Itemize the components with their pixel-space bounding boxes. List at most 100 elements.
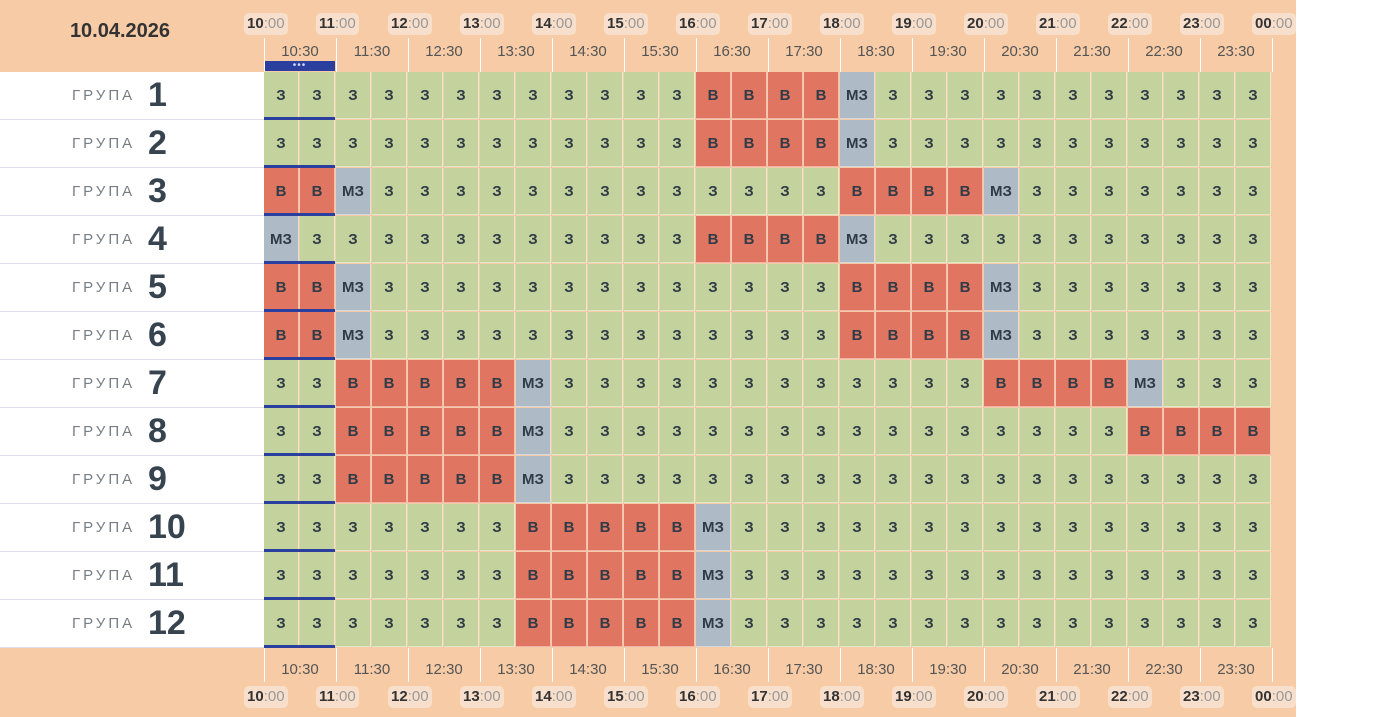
slot-cell[interactable]: МЗ — [984, 264, 1019, 311]
slot-cell[interactable]: З — [624, 456, 659, 503]
slot-cell[interactable]: З — [552, 264, 587, 311]
slot-cell[interactable]: З — [624, 216, 659, 263]
slot-cell[interactable]: З — [696, 264, 731, 311]
slot-cell[interactable]: В — [444, 408, 479, 455]
slot-cell[interactable]: В — [1056, 360, 1091, 407]
slot-cell[interactable]: З — [372, 168, 407, 215]
slot-cell[interactable]: З — [1200, 312, 1235, 359]
slot-cell[interactable]: З — [876, 552, 911, 599]
slot-cell[interactable]: В — [948, 312, 983, 359]
slot-cell[interactable]: З — [1092, 72, 1127, 119]
slot-cell[interactable]: В — [372, 456, 407, 503]
slot-cell[interactable]: З — [804, 600, 839, 647]
slot-cell[interactable]: З — [372, 72, 407, 119]
slot-cell[interactable]: В — [552, 504, 587, 551]
slot-cell[interactable]: З — [1092, 168, 1127, 215]
slot-cell[interactable]: З — [444, 600, 479, 647]
slot-cell[interactable]: З — [1056, 456, 1091, 503]
group-label-10[interactable]: ГРУПА 10 — [0, 504, 264, 552]
slot-cell[interactable]: В — [732, 72, 767, 119]
slot-cell[interactable]: З — [1128, 120, 1163, 167]
slot-cell[interactable]: З — [1020, 168, 1055, 215]
slot-cell[interactable]: З — [912, 552, 947, 599]
slot-cell[interactable]: З — [840, 600, 875, 647]
slot-cell[interactable]: З — [624, 312, 659, 359]
slot-cell[interactable]: З — [1056, 72, 1091, 119]
slot-cell[interactable]: В — [840, 312, 875, 359]
slot-cell[interactable]: З — [912, 600, 947, 647]
slot-cell[interactable]: З — [1020, 600, 1055, 647]
slot-cell[interactable]: З — [552, 456, 587, 503]
slot-cell[interactable]: В — [444, 360, 479, 407]
slot-cell[interactable]: З — [1020, 264, 1055, 311]
slot-cell[interactable]: З — [408, 168, 443, 215]
slot-cell[interactable]: З — [1164, 360, 1199, 407]
slot-cell[interactable]: З — [1020, 120, 1055, 167]
slot-cell[interactable]: МЗ — [336, 264, 371, 311]
slot-cell[interactable]: В — [912, 168, 947, 215]
slot-cell[interactable]: В — [336, 408, 371, 455]
slot-cell[interactable]: МЗ — [696, 600, 731, 647]
slot-cell[interactable]: З — [624, 168, 659, 215]
slot-cell[interactable]: З — [1056, 216, 1091, 263]
slot-cell[interactable]: З — [660, 456, 695, 503]
slot-cell[interactable]: З — [1056, 120, 1091, 167]
slot-cell[interactable]: З — [1200, 168, 1235, 215]
slot-cell[interactable]: З — [948, 72, 983, 119]
slot-cell[interactable]: З — [732, 168, 767, 215]
slot-cell[interactable]: З — [1092, 216, 1127, 263]
slot-cell[interactable]: В — [408, 456, 443, 503]
slot-cell[interactable]: З — [372, 600, 407, 647]
slot-cell[interactable]: З — [876, 72, 911, 119]
slot-cell[interactable]: З — [1200, 72, 1235, 119]
slot-cell[interactable]: В — [588, 600, 623, 647]
group-label-6[interactable]: ГРУПА 6 — [0, 312, 264, 360]
slot-cell[interactable]: В — [840, 264, 875, 311]
slot-cell[interactable]: В — [1236, 408, 1271, 455]
slot-cell[interactable]: В — [552, 600, 587, 647]
slot-cell[interactable]: З — [444, 552, 479, 599]
slot-cell[interactable]: З — [732, 456, 767, 503]
slot-cell[interactable]: З — [408, 504, 443, 551]
slot-cell[interactable]: З — [984, 456, 1019, 503]
slot-cell[interactable]: З — [984, 216, 1019, 263]
slot-cell[interactable]: З — [552, 120, 587, 167]
slot-cell[interactable]: З — [1164, 456, 1199, 503]
slot-cell[interactable]: З — [768, 168, 803, 215]
slot-cell[interactable]: З — [408, 312, 443, 359]
slot-cell[interactable]: В — [336, 456, 371, 503]
slot-cell[interactable]: З — [1236, 600, 1271, 647]
slot-cell[interactable]: В — [804, 72, 839, 119]
slot-cell[interactable]: З — [480, 168, 515, 215]
slot-cell[interactable]: З — [660, 120, 695, 167]
slot-cell[interactable]: З — [660, 408, 695, 455]
slot-cell[interactable]: З — [1164, 120, 1199, 167]
slot-cell[interactable]: В — [876, 312, 911, 359]
current-time-marker[interactable]: ••• — [264, 61, 335, 71]
slot-cell[interactable]: З — [768, 600, 803, 647]
slot-cell[interactable]: З — [624, 360, 659, 407]
slot-cell[interactable]: З — [1128, 552, 1163, 599]
slot-cell[interactable]: З — [552, 216, 587, 263]
slot-cell[interactable]: В — [912, 312, 947, 359]
slot-cell[interactable]: З — [552, 312, 587, 359]
slot-cell[interactable]: З — [444, 168, 479, 215]
slot-cell[interactable]: З — [876, 216, 911, 263]
group-label-5[interactable]: ГРУПА 5 — [0, 264, 264, 312]
slot-cell[interactable]: В — [732, 216, 767, 263]
slot-cell[interactable]: З — [588, 360, 623, 407]
slot-cell[interactable]: З — [1020, 504, 1055, 551]
slot-cell[interactable]: З — [552, 72, 587, 119]
slot-cell[interactable]: З — [1128, 600, 1163, 647]
slot-cell[interactable]: З — [696, 360, 731, 407]
slot-cell[interactable]: З — [1236, 216, 1271, 263]
slot-cell[interactable]: З — [732, 408, 767, 455]
slot-cell[interactable]: З — [1020, 456, 1055, 503]
slot-cell[interactable]: З — [372, 312, 407, 359]
slot-cell[interactable]: З — [264, 504, 299, 551]
slot-cell[interactable]: З — [1020, 216, 1055, 263]
slot-cell[interactable]: В — [264, 168, 299, 215]
slot-cell[interactable]: З — [372, 120, 407, 167]
slot-cell[interactable]: З — [1092, 312, 1127, 359]
slot-cell[interactable]: В — [696, 216, 731, 263]
